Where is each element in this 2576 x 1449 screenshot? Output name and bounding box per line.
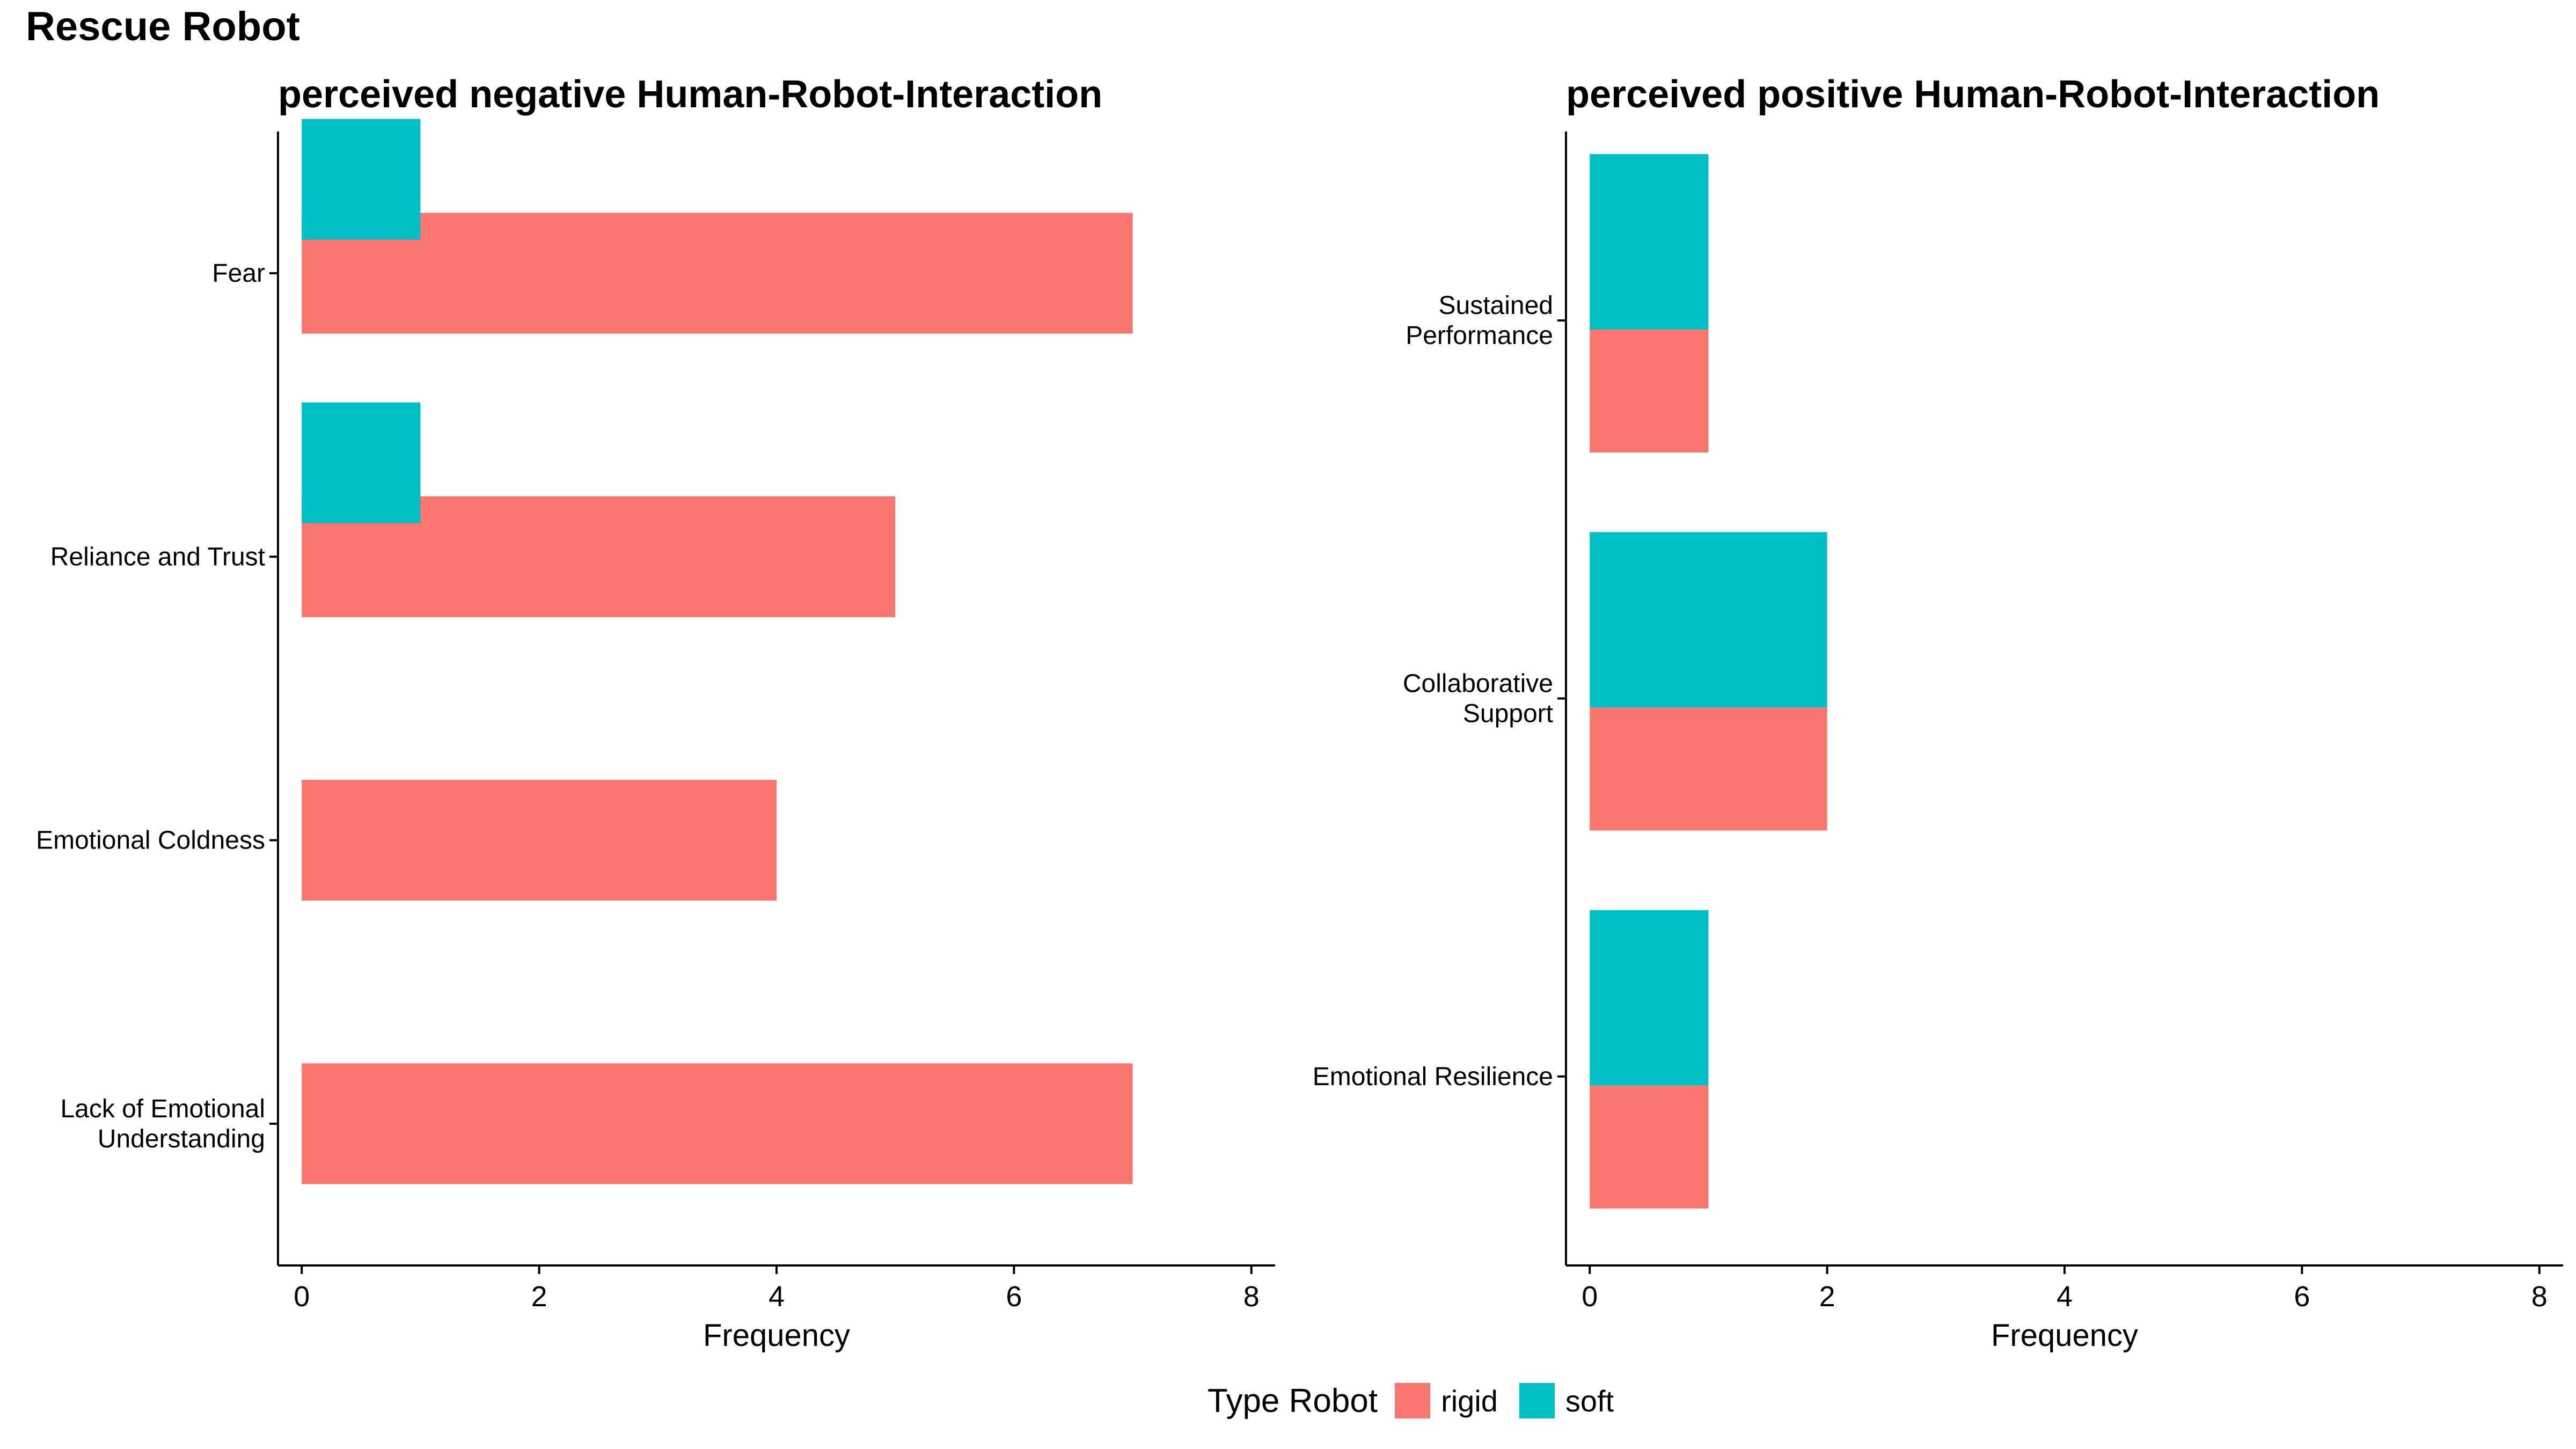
y-tick-label-1-1-line1: Support — [1463, 700, 1553, 728]
x-tick-label-0-0: 0 — [294, 1280, 310, 1313]
x-tick-label-0-1: 2 — [531, 1280, 547, 1313]
x-tick-label-1-1: 2 — [1819, 1280, 1835, 1313]
bar-soft-0-1 — [302, 402, 421, 523]
y-tick-label-0-0: Fear — [212, 259, 265, 288]
legend: Type Robot rigid soft — [1208, 1374, 1635, 1428]
bar-rigid-0-3 — [302, 1063, 1133, 1184]
panel-title-0: perceived negative Human-Robot-Interacti… — [278, 73, 1102, 116]
y-tick-label-1-2: Emotional Resilience — [1313, 1063, 1553, 1091]
bar-rigid-1-0 — [1590, 329, 1709, 453]
x-axis-label-0: Frequency — [703, 1318, 850, 1353]
bar-rigid-0-0 — [302, 213, 1133, 334]
x-tick-label-0-2: 4 — [769, 1280, 785, 1313]
y-tick-label-0-1: Reliance and Trust — [50, 543, 265, 571]
bar-soft-1-2 — [1590, 910, 1709, 1086]
y-tick-label-0-3-line0: Lack of Emotional — [60, 1095, 265, 1123]
bar-rigid-0-2 — [302, 780, 777, 901]
chart-panel-1: perceived positive Human-Robot-Interacti… — [1313, 73, 2563, 1353]
x-tick-label-1-3: 6 — [2294, 1280, 2310, 1313]
chart-panel-0: perceived negative Human-Robot-Interacti… — [36, 73, 1275, 1353]
bar-rigid-1-1 — [1590, 707, 1827, 831]
legend-key-rigid — [1395, 1383, 1431, 1418]
x-tick-label-1-4: 8 — [2531, 1280, 2548, 1313]
y-tick-label-1-0-line1: Performance — [1406, 321, 1553, 350]
page-title: Rescue Robot — [26, 4, 300, 49]
legend-title: Type Robot — [1208, 1382, 1378, 1419]
legend-label-soft: soft — [1565, 1384, 1614, 1418]
x-tick-label-1-0: 0 — [1582, 1280, 1598, 1313]
x-tick-label-0-4: 8 — [1243, 1280, 1260, 1313]
x-axis-label-1: Frequency — [1991, 1318, 2138, 1353]
legend-label-rigid: rigid — [1441, 1384, 1498, 1418]
panel-title-1: perceived positive Human-Robot-Interacti… — [1566, 73, 2380, 116]
legend-key-soft — [1519, 1383, 1555, 1418]
y-tick-label-1-0-line0: Sustained — [1439, 291, 1554, 320]
bar-soft-0-0 — [302, 119, 421, 240]
bar-soft-1-0 — [1590, 154, 1709, 330]
y-tick-label-1-1-line0: Collaborative — [1403, 670, 1553, 698]
x-tick-label-1-2: 4 — [2057, 1280, 2073, 1313]
x-tick-label-0-3: 6 — [1006, 1280, 1022, 1313]
y-tick-label-0-2: Emotional Coldness — [36, 826, 265, 855]
y-tick-label-0-3-line1: Understanding — [98, 1125, 265, 1153]
bar-soft-1-1 — [1590, 532, 1827, 708]
bar-rigid-1-2 — [1590, 1085, 1709, 1209]
